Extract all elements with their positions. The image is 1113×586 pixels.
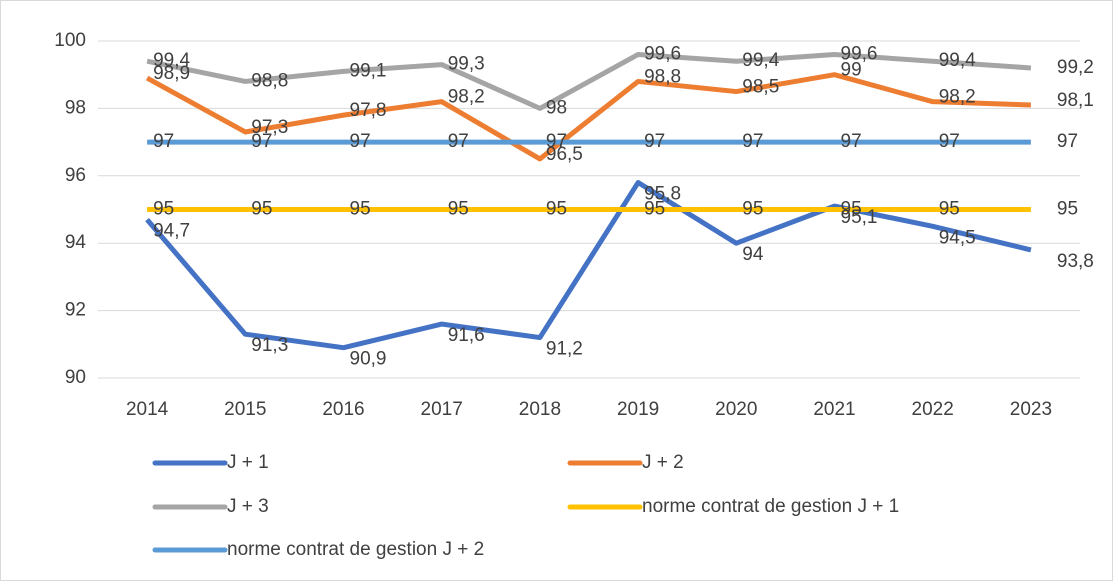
data-label: 95 (153, 199, 174, 220)
x-tick-label: 2020 (715, 399, 757, 420)
data-label: 98,2 (448, 87, 485, 108)
data-label: 97 (742, 131, 763, 152)
y-tick-label: 92 (65, 300, 86, 321)
data-label: 99,2 (1057, 57, 1094, 78)
data-label: 94,7 (153, 221, 190, 242)
data-label: 95 (448, 199, 469, 220)
data-label: 95 (939, 199, 960, 220)
legend-label: J + 2 (642, 452, 684, 473)
x-tick-label: 2021 (813, 399, 855, 420)
data-label: 97 (251, 131, 272, 152)
x-tick-label: 2022 (912, 399, 954, 420)
data-label: 90,9 (350, 349, 387, 370)
y-tick-label: 94 (65, 232, 87, 253)
data-label: 97,3 (251, 117, 288, 138)
data-label: 99,4 (742, 50, 779, 71)
data-label: 99,3 (448, 54, 485, 75)
data-label: 95 (841, 199, 862, 220)
data-label: 94,5 (939, 227, 976, 248)
data-label: 97,8 (350, 100, 387, 121)
data-label: 97 (546, 131, 567, 152)
data-label: 95 (1057, 199, 1078, 220)
data-label: 99,4 (939, 50, 976, 71)
data-label: 97 (939, 131, 960, 152)
data-label: 95,8 (644, 184, 681, 205)
data-label: 95 (742, 199, 763, 220)
data-label: 95 (350, 199, 371, 220)
data-label: 97 (448, 131, 469, 152)
data-label: 98 (546, 97, 567, 118)
x-tick-label: 2017 (421, 399, 463, 420)
data-label: 97 (644, 131, 665, 152)
data-label: 97 (350, 131, 371, 152)
y-tick-label: 90 (65, 367, 86, 388)
legend-label: norme contrat de gestion J + 2 (227, 539, 484, 560)
series-line (145, 180, 1032, 351)
data-label: 91,3 (251, 335, 288, 356)
data-label: 99,6 (644, 43, 681, 64)
data-label: 93,8 (1057, 251, 1094, 272)
data-label: 95 (546, 199, 567, 220)
legend-label: J + 3 (227, 496, 269, 517)
data-label: 98,9 (153, 63, 190, 84)
y-tick-label: 100 (54, 30, 86, 51)
data-label: 98,8 (644, 66, 681, 87)
y-tick-label: 98 (65, 97, 86, 118)
data-label: 99,6 (841, 43, 878, 64)
data-label: 99,1 (350, 60, 387, 81)
x-tick-label: 2016 (322, 399, 364, 420)
data-label: 91,2 (546, 339, 583, 360)
data-label: 97 (841, 131, 862, 152)
data-label: 99 (841, 60, 862, 81)
data-label: 97 (1057, 131, 1078, 152)
data-label: 94 (742, 244, 764, 265)
data-label: 95,1 (841, 207, 878, 228)
data-label: 98,5 (742, 77, 779, 98)
series-line (145, 72, 1031, 162)
x-tick-label: 2023 (1010, 399, 1052, 420)
data-label: 98,8 (251, 70, 288, 91)
data-label: 95 (644, 199, 665, 220)
x-tick-label: 2019 (617, 399, 659, 420)
x-tick-label: 2018 (519, 399, 561, 420)
data-label: 98,1 (1057, 90, 1094, 111)
data-label: 91,6 (448, 325, 485, 346)
legend-label: norme contrat de gestion J + 1 (642, 496, 899, 517)
x-tick-label: 2014 (126, 399, 169, 420)
series-line (146, 51, 1032, 111)
y-tick-label: 96 (65, 165, 86, 186)
data-label: 98,2 (939, 87, 976, 108)
data-label: 96,5 (546, 144, 583, 165)
x-tick-label: 2015 (224, 399, 266, 420)
legend-label: J + 1 (227, 452, 269, 473)
data-label: 99,4 (153, 50, 190, 71)
data-label: 95 (251, 199, 272, 220)
data-label: 97 (153, 131, 174, 152)
